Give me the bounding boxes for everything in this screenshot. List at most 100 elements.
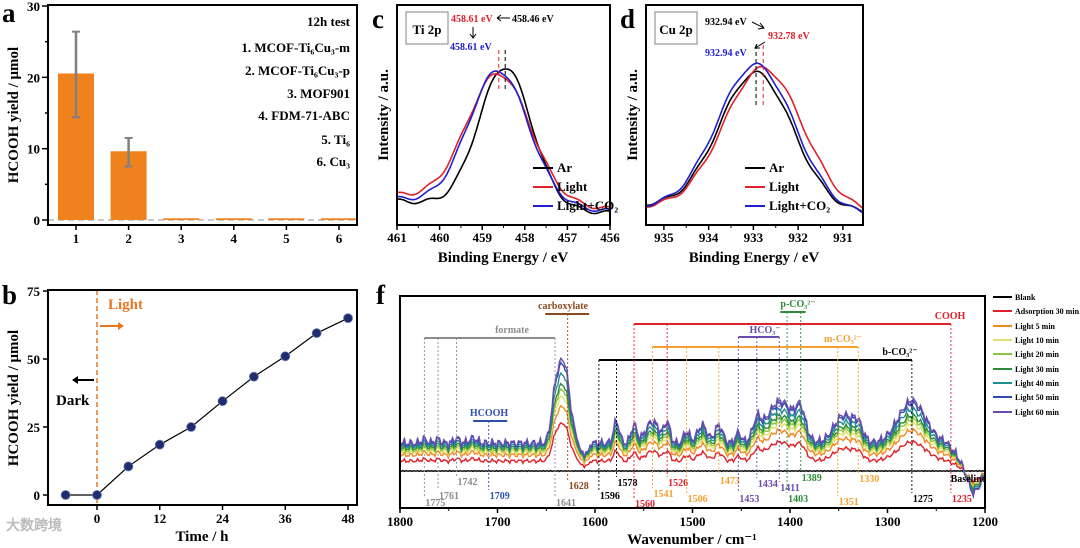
legend-label: Light 20 min (1015, 350, 1060, 359)
legend-label: Light+CO₂ (557, 198, 618, 213)
arrow-down-icon (469, 27, 477, 39)
bar-5 (268, 218, 305, 220)
peak-label: 1506 (688, 494, 708, 505)
peak-label: 1578 (617, 478, 637, 489)
light-arrow-head (118, 322, 124, 330)
series-light-60-min (399, 356, 986, 500)
group-label: carboxylate (538, 301, 589, 312)
y-tick-label: 50 (27, 352, 40, 367)
panel-d-xlabel: Binding Energy / eV (689, 250, 820, 266)
group-label: COOH (935, 311, 966, 322)
series-light+co₂ (396, 70, 611, 212)
x-tick-label: 48 (342, 511, 356, 526)
panel-f-axes (399, 295, 986, 509)
bar-3 (163, 218, 200, 220)
x-tick-label: 0 (94, 511, 101, 526)
panel-d-ylabel: Intensity / a.u. (625, 69, 641, 161)
legend-item: 5. Ti₆ (321, 132, 350, 147)
x-tick-label: 12 (153, 511, 166, 526)
panel-title: Cu 2p (659, 22, 693, 37)
panel-b-line-chart: HCOOH yield / μmol Time / h Light Dark 0… (6, 284, 358, 545)
x-tick-label: 1700 (485, 514, 511, 529)
series-light (396, 73, 611, 210)
peak-annotation: 458.61 eV (450, 42, 492, 53)
group-label: p-CO₃²⁻ (780, 299, 815, 310)
legend-item: 3. MOF901 (287, 86, 350, 101)
x-tick-label: 935 (654, 230, 674, 245)
peak-label: 1596 (600, 491, 620, 502)
legend-label: Light 50 min (1015, 393, 1060, 402)
group-label: b-CO₃²⁻ (882, 347, 917, 358)
y-tick-label: 0 (34, 213, 41, 228)
x-tick-label: 933 (744, 230, 764, 245)
x-tick-label: 461 (387, 230, 407, 245)
legend-item: 2. MCOF-Ti₆Cu₃-p (245, 63, 350, 78)
legend-label: Light 30 min (1015, 365, 1060, 374)
data-point (217, 396, 228, 407)
peak-label: 1330 (859, 474, 879, 485)
data-point (248, 371, 259, 382)
y-tick-label: 0 (34, 488, 41, 503)
peak-label: 1351 (839, 497, 859, 508)
legend-item: 1. MCOF-Ti₆Cu₃-m (241, 40, 350, 55)
panel-b-xlabel: Time / h (175, 529, 229, 545)
legend-label: Light 40 min (1015, 379, 1060, 388)
panel-a-bar-chart: HCOOH yield / μmol 12h test 1 2 3 4 5 6 0 10 20 3… (6, 0, 358, 246)
arrow-left-icon (496, 14, 510, 22)
x-tick-label: 1200 (972, 514, 998, 529)
legend-item: 4. FDM-71-ABC (258, 108, 350, 123)
peak-label: 1560 (635, 499, 655, 510)
peak-label: 1453 (739, 494, 759, 505)
panel-label-b: b (2, 280, 17, 310)
panel-a-legend-title: 12h test (307, 14, 351, 29)
group-label: HCO₃⁻ (749, 325, 780, 336)
data-point (60, 490, 71, 500)
series-ar (645, 70, 864, 213)
pd-axes (645, 4, 864, 226)
x-tick-label: 1400 (777, 514, 803, 529)
data-point (154, 439, 165, 450)
series-light-5-min (399, 404, 986, 488)
data-point (123, 461, 134, 472)
bar-4 (215, 218, 252, 220)
light-annotation: Light (108, 297, 143, 313)
peak-annotation: 458.46 eV (512, 14, 554, 25)
data-point (280, 351, 291, 362)
data-point (186, 422, 197, 432)
legend-label: Light 5 min (1015, 322, 1056, 331)
legend-label: Light (557, 179, 588, 194)
legend-label: Light (769, 179, 800, 194)
peak-label: 1641 (556, 498, 576, 509)
peak-label: 1775 (425, 498, 445, 509)
x-tick-label: 934 (699, 230, 719, 245)
peak-label: 1403 (788, 494, 808, 505)
x-tick-label: 1500 (680, 514, 706, 529)
peak-label: 1275 (913, 494, 933, 505)
x-tick-label: 1600 (582, 514, 608, 529)
y-tick-label: 75 (27, 284, 41, 299)
x-tick-label: 24 (216, 511, 230, 526)
panel-b-ylabel: HCOOH yield / μmol (6, 330, 22, 466)
x-tick-label: 5 (283, 231, 290, 246)
arrow-icon (751, 21, 765, 30)
bar-6 (321, 218, 357, 220)
legend-label: Light 60 min (1015, 408, 1060, 417)
data-line (65, 317, 349, 496)
panel-c-xlabel: Binding Energy / eV (438, 250, 569, 266)
x-tick-label: 457 (558, 230, 578, 245)
y-tick-label: 25 (27, 420, 41, 435)
title-box (654, 11, 698, 45)
legend-label: Light 10 min (1015, 336, 1060, 345)
legend-label: Adsorption 30 min (1015, 307, 1080, 316)
x-tick-label: 932 (788, 230, 808, 245)
series-light-50-min (399, 361, 986, 499)
x-tick-label: 458 (515, 230, 535, 245)
series-adsorption-30-min (399, 421, 986, 484)
x-tick-label: 460 (430, 230, 450, 245)
y-tick-label: 20 (27, 70, 40, 85)
y-tick-label: 10 (27, 142, 40, 157)
dark-arrow-head (72, 376, 78, 384)
series-ar (396, 68, 611, 215)
group-label: formate (495, 325, 529, 336)
peak-label: 1541 (654, 489, 674, 500)
